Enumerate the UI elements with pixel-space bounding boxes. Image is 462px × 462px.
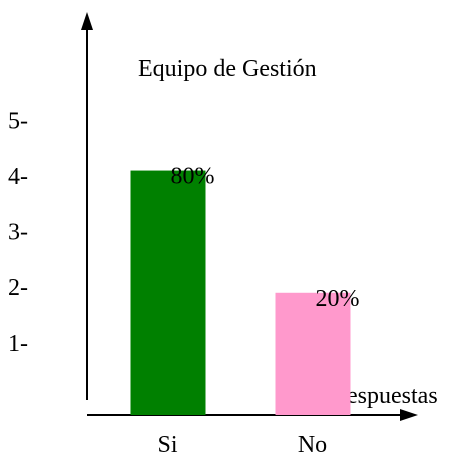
- y-tick-label: 1-: [8, 331, 28, 357]
- x-tick-label: No: [298, 432, 327, 458]
- x-tick-label: Si: [157, 432, 177, 458]
- bar: [130, 170, 206, 415]
- y-tick-label: 3-: [8, 220, 28, 246]
- y-tick-label: 2-: [8, 275, 28, 301]
- bar-label: 20%: [316, 286, 360, 312]
- y-tick-label: 5-: [8, 109, 28, 135]
- y-tick-label: 4-: [8, 164, 28, 190]
- bar-label: 80%: [171, 164, 215, 190]
- y-axis-arrow: [81, 12, 93, 30]
- chart-title: Equipo de Gestión: [138, 56, 317, 82]
- bar: [275, 292, 351, 415]
- x-axis-arrow: [400, 409, 418, 421]
